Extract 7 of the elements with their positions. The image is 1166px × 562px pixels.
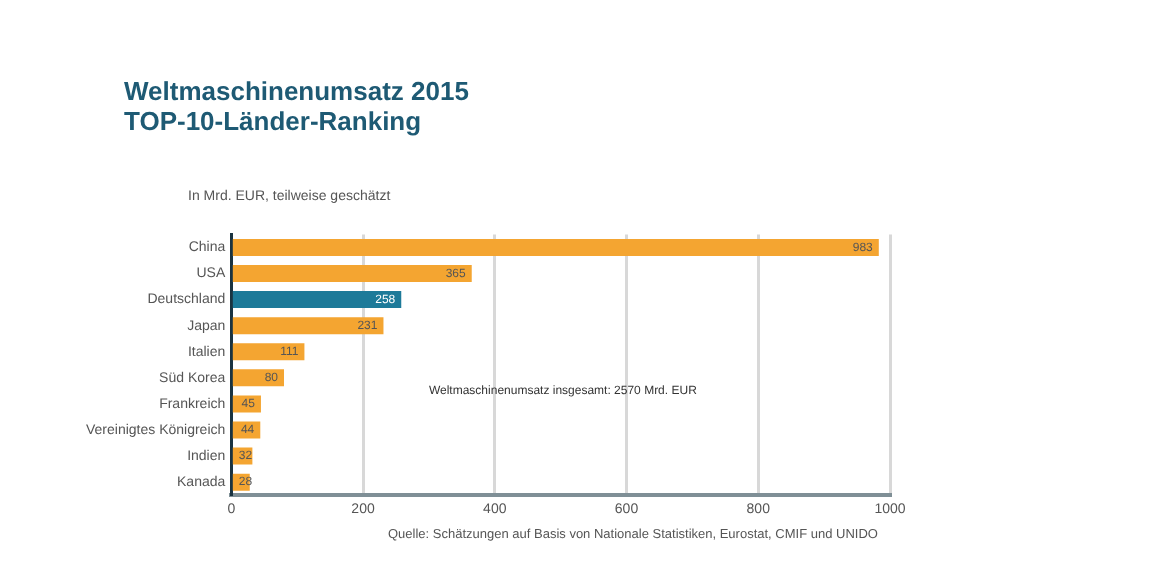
bar [232, 343, 305, 361]
bar [232, 291, 402, 309]
bar [232, 265, 472, 282]
bar [232, 317, 384, 335]
bar [232, 238, 879, 256]
chart-title: Weltmaschinenumsatz 2015 TOP-10-Länder-Ranking [124, 76, 469, 136]
bar [232, 369, 285, 387]
